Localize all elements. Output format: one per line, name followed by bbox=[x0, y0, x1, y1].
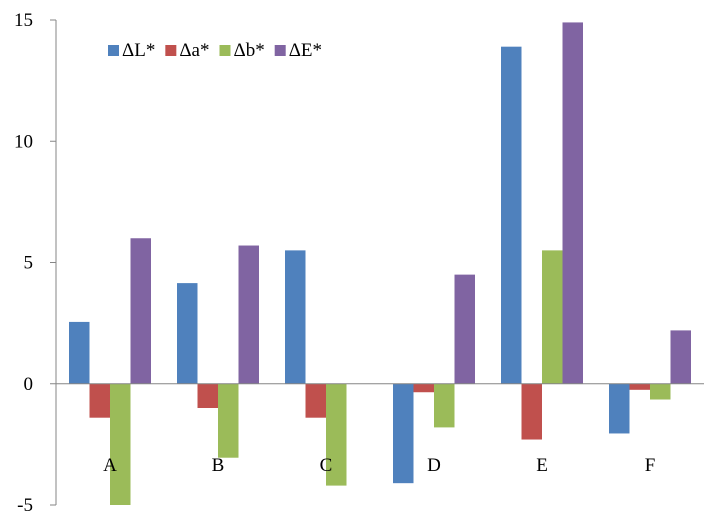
bar bbox=[110, 383, 131, 505]
bar bbox=[413, 383, 434, 393]
y-tick-label: 5 bbox=[24, 253, 34, 274]
category-labels: A B C D E F bbox=[103, 455, 655, 476]
y-tick-label: -5 bbox=[17, 495, 33, 513]
bar bbox=[521, 383, 542, 440]
bar bbox=[89, 383, 110, 418]
bar bbox=[609, 383, 630, 434]
bar bbox=[501, 46, 522, 384]
bar bbox=[285, 250, 306, 384]
legend-swatch bbox=[108, 45, 119, 56]
bar bbox=[650, 383, 671, 400]
bar bbox=[562, 22, 583, 384]
bar bbox=[393, 383, 414, 484]
category-label: D bbox=[427, 455, 441, 476]
bar bbox=[326, 383, 347, 486]
y-tick-label: 15 bbox=[14, 10, 33, 31]
bar bbox=[238, 245, 259, 384]
y-axis: 15 10 5 0 -5 bbox=[14, 10, 57, 513]
legend-swatch bbox=[165, 45, 177, 56]
legend-label: ΔE* bbox=[289, 40, 322, 61]
bar bbox=[218, 383, 239, 458]
bar bbox=[629, 383, 650, 390]
category-label: A bbox=[103, 455, 117, 476]
category-label: B bbox=[212, 455, 225, 476]
bar bbox=[542, 250, 563, 384]
bar bbox=[69, 321, 90, 384]
legend-label: Δb* bbox=[233, 40, 264, 61]
bar bbox=[197, 383, 218, 408]
legend: ΔL* Δa* Δb* ΔE* bbox=[108, 40, 322, 61]
legend-swatch bbox=[274, 45, 286, 56]
bar bbox=[305, 383, 326, 418]
y-tick-label: 0 bbox=[24, 374, 34, 395]
legend-label: Δa* bbox=[179, 40, 209, 61]
bar bbox=[670, 330, 691, 384]
legend-swatch bbox=[219, 45, 231, 56]
bar bbox=[434, 383, 455, 428]
bar bbox=[454, 274, 475, 384]
legend-label: ΔL* bbox=[122, 40, 155, 61]
category-label: C bbox=[320, 455, 333, 476]
bar bbox=[177, 283, 198, 384]
y-tick-label: 10 bbox=[14, 131, 33, 152]
bars bbox=[69, 22, 691, 505]
category-label: F bbox=[645, 455, 656, 476]
bar bbox=[130, 238, 151, 384]
category-label: E bbox=[536, 455, 548, 476]
